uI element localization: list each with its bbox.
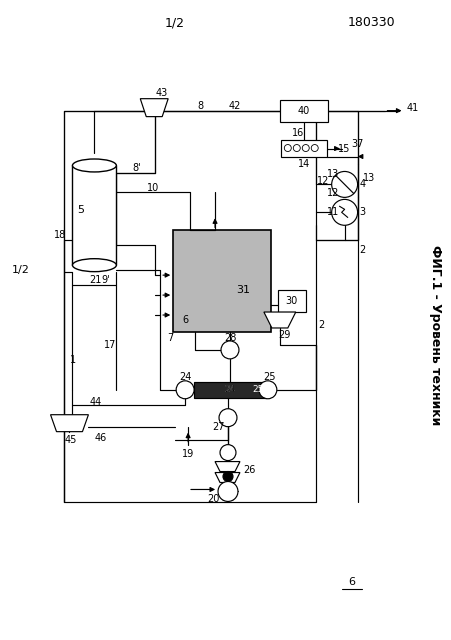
- Text: 2: 2: [359, 245, 365, 255]
- Text: 7: 7: [167, 333, 173, 343]
- Text: 16: 16: [291, 127, 303, 138]
- Text: 12: 12: [326, 188, 338, 198]
- Ellipse shape: [72, 259, 116, 271]
- Circle shape: [302, 145, 308, 152]
- Bar: [193, 382, 265, 398]
- Text: 2: 2: [318, 320, 324, 330]
- Circle shape: [284, 145, 290, 152]
- Text: 3: 3: [359, 207, 365, 218]
- Text: 30: 30: [285, 296, 297, 306]
- Text: 20: 20: [207, 495, 219, 504]
- Text: 19: 19: [182, 449, 194, 459]
- Text: 180330: 180330: [347, 17, 395, 29]
- Text: 9': 9': [101, 275, 110, 285]
- Bar: [280, 140, 326, 157]
- Circle shape: [176, 381, 193, 399]
- Text: 15: 15: [338, 143, 350, 154]
- Circle shape: [221, 341, 239, 359]
- Text: 17: 17: [104, 340, 116, 350]
- Text: 6: 6: [182, 315, 188, 325]
- Text: 28: 28: [223, 333, 236, 343]
- Polygon shape: [215, 461, 239, 472]
- Circle shape: [258, 381, 276, 399]
- Polygon shape: [215, 472, 239, 483]
- Circle shape: [222, 472, 232, 481]
- Text: 8': 8': [132, 163, 140, 173]
- Text: 1/2: 1/2: [12, 265, 29, 275]
- Text: 25: 25: [263, 372, 276, 382]
- Bar: [277, 290, 305, 312]
- Text: 12: 12: [316, 177, 328, 186]
- Text: 26: 26: [243, 465, 256, 474]
- Ellipse shape: [72, 159, 116, 172]
- Circle shape: [217, 481, 237, 502]
- Polygon shape: [140, 99, 168, 116]
- Text: 1: 1: [70, 355, 76, 365]
- Text: 14: 14: [297, 159, 309, 170]
- Text: ФИГ.1 - Уровень техники: ФИГ.1 - Уровень техники: [428, 245, 441, 425]
- Bar: [72, 166, 116, 265]
- Circle shape: [311, 145, 318, 152]
- Text: 13: 13: [326, 170, 338, 179]
- Text: 31: 31: [235, 285, 249, 295]
- Text: 41: 41: [405, 102, 418, 113]
- Text: 44: 44: [89, 397, 101, 407]
- Text: 24: 24: [224, 385, 235, 394]
- Polygon shape: [51, 415, 88, 431]
- Bar: [279, 100, 327, 122]
- Text: 27: 27: [212, 422, 224, 431]
- Text: 43: 43: [155, 88, 167, 98]
- Circle shape: [220, 445, 235, 461]
- Circle shape: [331, 172, 357, 197]
- Text: 6: 6: [347, 577, 354, 587]
- Text: 24: 24: [224, 385, 235, 394]
- Text: 5: 5: [77, 205, 84, 215]
- Text: 8: 8: [197, 100, 202, 111]
- Text: 45: 45: [64, 435, 77, 445]
- Text: 21: 21: [89, 275, 101, 285]
- Text: 29: 29: [278, 330, 290, 340]
- Circle shape: [219, 409, 236, 427]
- Text: 42: 42: [228, 100, 241, 111]
- Text: 4: 4: [359, 179, 365, 189]
- Text: 46: 46: [94, 433, 106, 443]
- Text: 13: 13: [363, 173, 375, 184]
- Circle shape: [331, 200, 357, 225]
- Circle shape: [293, 145, 299, 152]
- Text: 11: 11: [326, 207, 338, 218]
- Text: 18: 18: [54, 230, 66, 240]
- Text: 37: 37: [350, 138, 363, 148]
- Text: 10: 10: [147, 184, 159, 193]
- Text: 1/2: 1/2: [165, 17, 185, 29]
- Text: 24: 24: [179, 372, 191, 382]
- Bar: [173, 230, 270, 332]
- Text: 25: 25: [252, 385, 263, 394]
- Polygon shape: [263, 312, 295, 328]
- Text: 40: 40: [297, 106, 309, 116]
